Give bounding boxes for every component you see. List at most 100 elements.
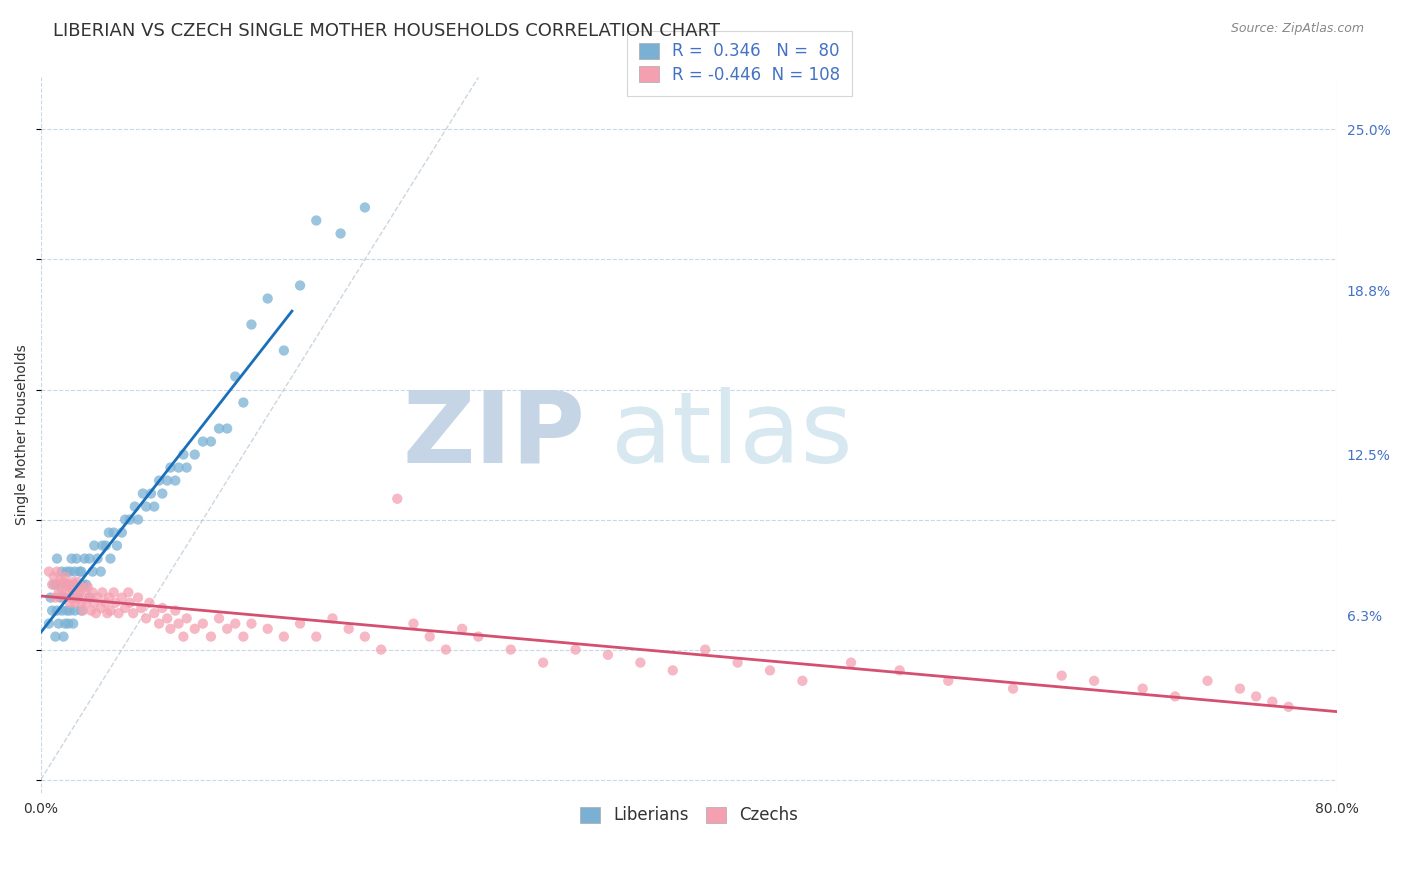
Point — [321, 611, 343, 625]
Point — [46, 565, 69, 579]
Point — [69, 565, 91, 579]
Point — [53, 577, 76, 591]
Point — [42, 570, 65, 584]
Point — [240, 616, 263, 631]
Point — [48, 585, 70, 599]
Point — [53, 591, 76, 605]
Point — [305, 630, 328, 644]
Point — [232, 630, 254, 644]
Point — [114, 601, 136, 615]
Point — [59, 580, 82, 594]
Point — [86, 591, 108, 605]
Point — [83, 596, 105, 610]
Point — [91, 539, 114, 553]
Point — [80, 604, 103, 618]
Point — [208, 421, 231, 435]
Text: ZIP: ZIP — [402, 386, 585, 483]
Point — [94, 596, 117, 610]
Point — [63, 565, 86, 579]
Point — [288, 616, 311, 631]
Point — [53, 570, 76, 584]
Point — [118, 596, 141, 610]
Point — [184, 448, 207, 462]
Point — [1050, 668, 1073, 682]
Point — [224, 369, 246, 384]
Point — [72, 577, 94, 591]
Point — [60, 591, 83, 605]
Point — [70, 596, 93, 610]
Point — [184, 622, 207, 636]
Point — [387, 491, 409, 506]
Point — [52, 630, 75, 644]
Point — [200, 434, 222, 449]
Point — [124, 500, 146, 514]
Point — [167, 616, 190, 631]
Point — [208, 611, 231, 625]
Point — [104, 596, 127, 610]
Point — [41, 577, 63, 591]
Point — [132, 486, 155, 500]
Point — [1164, 690, 1187, 704]
Point — [499, 642, 522, 657]
Point — [217, 622, 239, 636]
Point — [129, 601, 152, 615]
Point — [1002, 681, 1025, 696]
Point — [91, 585, 114, 599]
Point — [65, 551, 87, 566]
Point — [176, 611, 198, 625]
Point — [111, 591, 134, 605]
Text: LIBERIAN VS CZECH SINGLE MOTHER HOUSEHOLDS CORRELATION CHART: LIBERIAN VS CZECH SINGLE MOTHER HOUSEHOL… — [53, 22, 720, 40]
Point — [172, 448, 194, 462]
Point — [72, 604, 94, 618]
Point — [200, 630, 222, 644]
Point — [44, 630, 66, 644]
Point — [70, 580, 93, 594]
Point — [1197, 673, 1219, 688]
Point — [150, 486, 173, 500]
Point — [73, 551, 96, 566]
Point — [1229, 681, 1251, 696]
Point — [63, 596, 86, 610]
Point — [156, 611, 179, 625]
Point — [38, 616, 60, 631]
Point — [55, 582, 77, 597]
Point — [172, 630, 194, 644]
Point — [759, 664, 782, 678]
Point — [451, 622, 474, 636]
Point — [103, 525, 125, 540]
Point — [127, 591, 149, 605]
Point — [434, 642, 457, 657]
Point — [191, 434, 214, 449]
Point — [79, 551, 101, 566]
Point — [52, 574, 75, 589]
Point — [62, 574, 84, 589]
Point — [46, 551, 69, 566]
Point — [165, 604, 187, 618]
Point — [107, 606, 129, 620]
Point — [67, 591, 90, 605]
Point — [58, 577, 80, 591]
Point — [48, 616, 70, 631]
Point — [889, 664, 911, 678]
Point — [70, 604, 93, 618]
Point — [662, 664, 685, 678]
Point — [73, 585, 96, 599]
Point — [97, 591, 120, 605]
Point — [53, 616, 76, 631]
Point — [305, 213, 328, 227]
Point — [51, 582, 73, 597]
Point — [49, 573, 72, 587]
Point — [792, 673, 814, 688]
Point — [65, 591, 87, 605]
Point — [354, 201, 377, 215]
Text: atlas: atlas — [612, 386, 853, 483]
Point — [67, 574, 90, 589]
Legend: Liberians, Czechs: Liberians, Czechs — [569, 797, 808, 834]
Point — [256, 292, 278, 306]
Point — [46, 577, 69, 591]
Point — [105, 539, 128, 553]
Point — [38, 565, 60, 579]
Text: Source: ZipAtlas.com: Source: ZipAtlas.com — [1230, 22, 1364, 36]
Point — [1083, 673, 1105, 688]
Point — [148, 616, 170, 631]
